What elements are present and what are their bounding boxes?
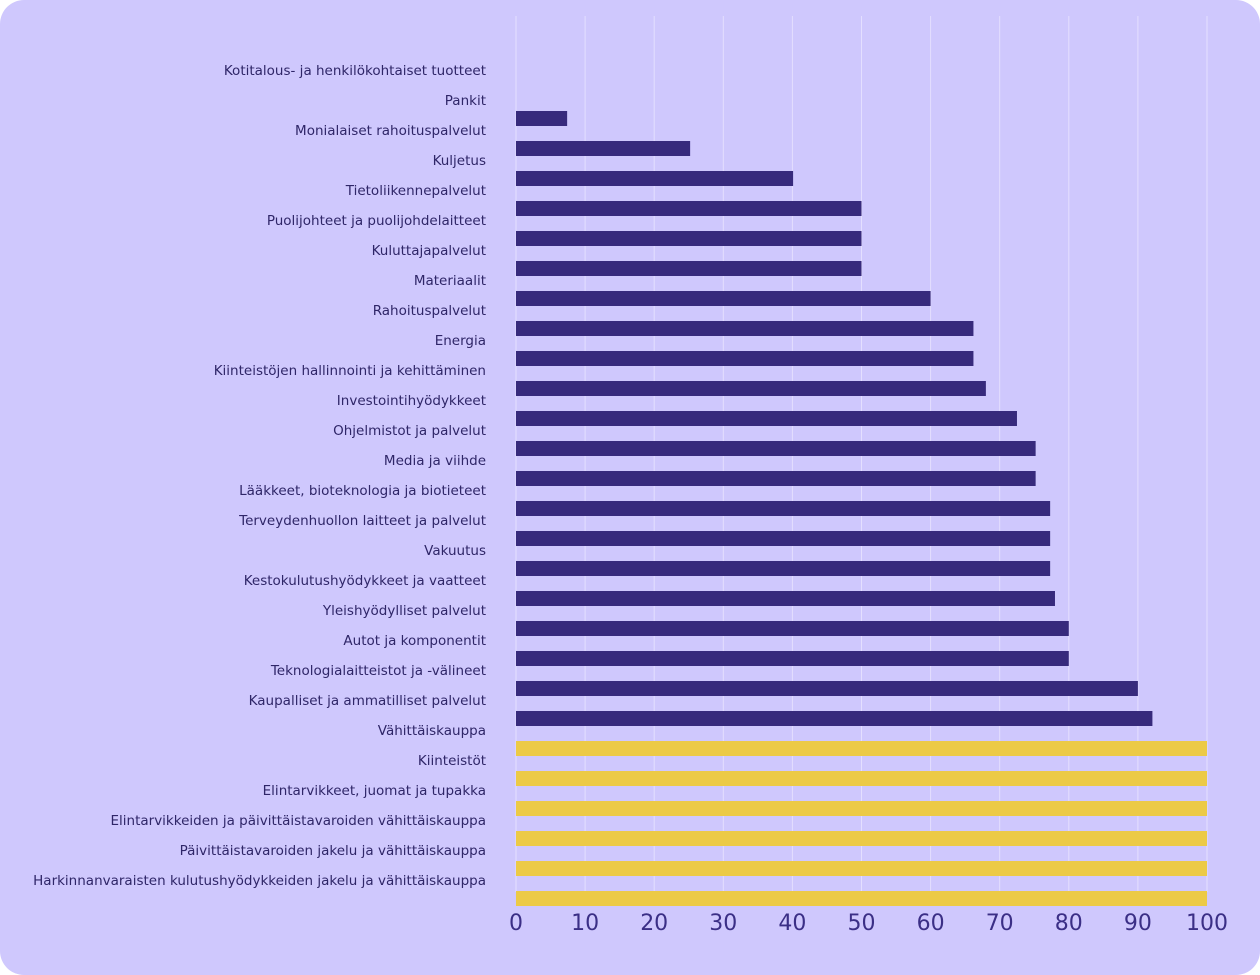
- x-tick-label: 60: [917, 911, 945, 936]
- highlight-bar: [516, 831, 1207, 846]
- x-tick-label: 50: [848, 911, 876, 936]
- category-label: Tietoliikennepalvelut: [345, 183, 486, 199]
- bar: [516, 321, 974, 336]
- category-label: Kiinteistöt: [418, 753, 486, 769]
- category-label: Rahoituspalvelut: [373, 303, 486, 319]
- category-label: Monialaiset rahoituspalvelut: [295, 123, 486, 139]
- x-tick-label: 70: [986, 911, 1014, 936]
- x-tick-label: 40: [778, 911, 806, 936]
- bar: [516, 201, 862, 216]
- x-tick-label: 80: [1055, 911, 1083, 936]
- bar: [516, 591, 1055, 606]
- category-label: Kaupalliset ja ammatilliset palvelut: [249, 693, 486, 709]
- category-label: Energia: [435, 333, 486, 349]
- category-label: Terveydenhuollon laitteet ja palvelut: [238, 513, 486, 529]
- x-tick-label: 100: [1186, 911, 1228, 936]
- category-label: Elintarvikkeet, juomat ja tupakka: [263, 783, 486, 799]
- category-label: Harkinnanvaraisten kulutushyödykkeiden j…: [33, 873, 486, 889]
- bar: [516, 501, 1051, 516]
- category-label: Ohjelmistot ja palvelut: [333, 423, 486, 439]
- bar: [516, 111, 568, 126]
- bar: [516, 441, 1036, 456]
- category-label: Kotitalous- ja henkilökohtaiset tuotteet: [224, 63, 486, 79]
- category-label: Yleishyödylliset palvelut: [322, 603, 486, 619]
- category-label: Elintarvikkeiden ja päivittäistavaroiden…: [110, 813, 486, 829]
- x-tick-label: 20: [640, 911, 668, 936]
- category-label: Kestokulutushyödykkeet ja vaatteet: [244, 573, 486, 589]
- bar: [516, 711, 1153, 726]
- bar: [516, 531, 1051, 546]
- x-axis-ticks: 0 10 20 30 40 50 60 70 80 90 100: [509, 911, 1228, 936]
- category-label: Kiinteistöjen hallinnointi ja kehittämin…: [214, 363, 486, 379]
- x-tick-label: 30: [709, 911, 737, 936]
- bar: [516, 351, 974, 366]
- category-label: Kuluttajapalvelut: [372, 243, 486, 259]
- x-tick-label: 10: [571, 911, 599, 936]
- bars: [516, 111, 1207, 906]
- highlight-bar: [516, 801, 1207, 816]
- category-label: Vakuutus: [424, 543, 486, 559]
- highlight-bar: [516, 891, 1207, 906]
- bar: [516, 231, 862, 246]
- x-tick-label: 90: [1124, 911, 1152, 936]
- category-label: Vähittäiskauppa: [378, 723, 486, 739]
- bar: [516, 291, 931, 306]
- bar: [516, 411, 1017, 426]
- bar: [516, 471, 1036, 486]
- bar: [516, 621, 1069, 636]
- bar: [516, 381, 986, 396]
- bar: [516, 681, 1138, 696]
- category-label: Materiaalit: [414, 273, 486, 289]
- category-label: Autot ja komponentit: [343, 633, 486, 649]
- bar: [516, 561, 1051, 576]
- category-label: Teknologialaitteistot ja -välineet: [270, 663, 486, 679]
- category-label: Pankit: [445, 93, 486, 109]
- bar: [516, 261, 862, 276]
- x-tick-label: 0: [509, 911, 523, 936]
- category-label: Puolijohteet ja puolijohdelaitteet: [267, 213, 486, 229]
- category-label: Investointihyödykkeet: [337, 393, 486, 409]
- highlight-bar: [516, 861, 1207, 876]
- category-label: Kuljetus: [433, 153, 486, 169]
- category-label: Päivittäistavaroiden jakelu ja vähittäis…: [180, 843, 486, 859]
- category-labels: Kotitalous- ja henkilökohtaiset tuotteet…: [33, 63, 486, 889]
- bar: [516, 141, 691, 156]
- bar: [516, 651, 1069, 666]
- highlight-bar: [516, 741, 1207, 756]
- category-label: Lääkkeet, bioteknologia ja biotieteet: [239, 483, 486, 499]
- bar: [516, 171, 794, 186]
- category-label: Media ja viihde: [384, 453, 486, 469]
- highlight-bar: [516, 771, 1207, 786]
